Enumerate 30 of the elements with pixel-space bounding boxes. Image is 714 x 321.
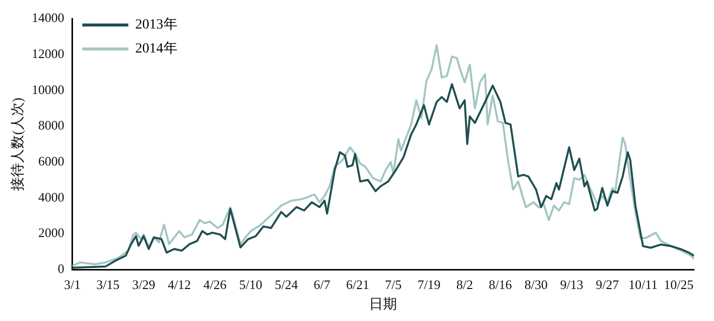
x-tick-label: 3/29 bbox=[132, 276, 156, 292]
x-tick-label: 10/25 bbox=[664, 276, 694, 292]
x-tick-label: 9/13 bbox=[560, 276, 584, 292]
x-tick-label: 5/10 bbox=[239, 276, 262, 292]
y-tick-label: 0 bbox=[58, 261, 64, 276]
x-tick-label: 3/1 bbox=[64, 276, 81, 292]
x-tick-label: 8/2 bbox=[456, 276, 473, 292]
y-tick-label: 2000 bbox=[38, 225, 64, 240]
y-tick-label: 14000 bbox=[32, 10, 64, 26]
y-axis-title: 接待人数(人次) bbox=[10, 97, 26, 191]
y-tick-label: 4000 bbox=[38, 189, 64, 204]
x-tick-label: 8/30 bbox=[524, 276, 548, 292]
y-tick-label: 12000 bbox=[32, 46, 64, 62]
x-tick-label: 9/27 bbox=[596, 276, 620, 292]
y-tick-label: 6000 bbox=[38, 154, 64, 169]
x-tick-label: 6/7 bbox=[314, 276, 331, 292]
x-tick-label: 6/21 bbox=[346, 276, 370, 292]
x-tick-label: 8/16 bbox=[488, 276, 512, 292]
y-tick-label: 8000 bbox=[38, 118, 64, 133]
legend-label: 2014年 bbox=[135, 40, 178, 57]
x-tick-label: 3/15 bbox=[96, 276, 120, 292]
x-tick-label: 7/19 bbox=[417, 276, 441, 292]
x-tick-label: 7/5 bbox=[385, 276, 402, 292]
legend-label: 2013年 bbox=[135, 16, 178, 33]
x-axis-title: 日期 bbox=[369, 296, 398, 312]
x-tick-label: 10/11 bbox=[628, 276, 658, 292]
x-tick-label: 4/12 bbox=[168, 276, 191, 292]
x-tick-label: 4/26 bbox=[203, 276, 228, 292]
x-tick-label: 5/24 bbox=[274, 276, 298, 292]
y-tick-label: 10000 bbox=[32, 82, 64, 97]
